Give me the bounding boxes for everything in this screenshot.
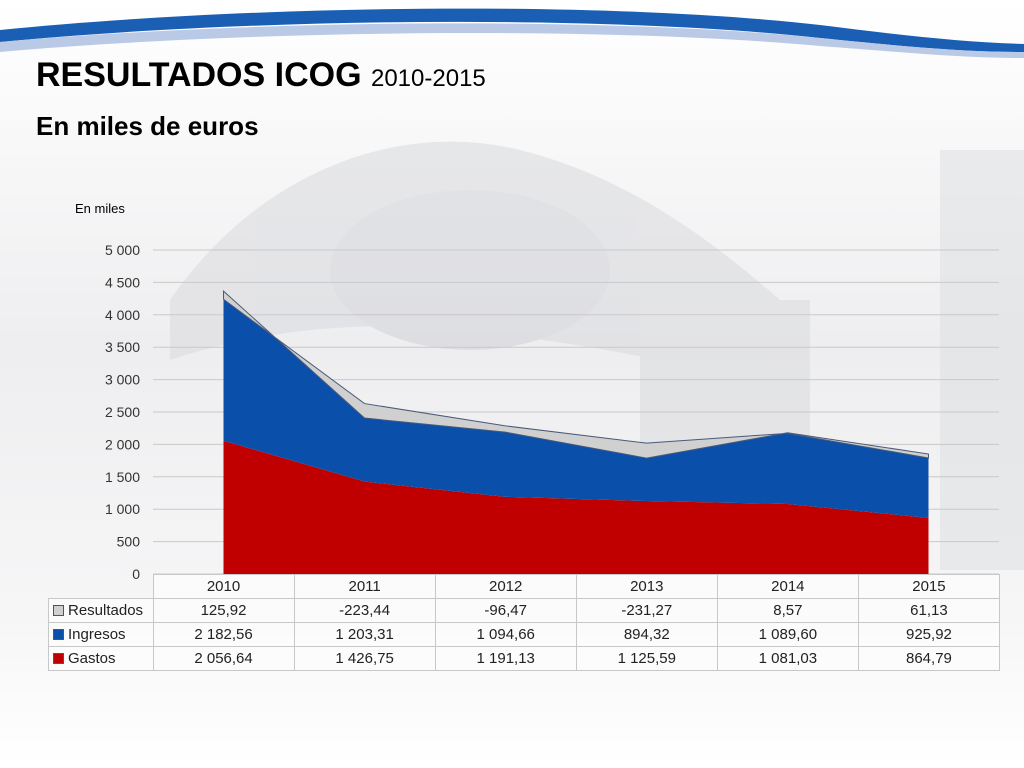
table-row-resultados: Resultados 125,92 -223,44 -96,47 -231,27… <box>48 598 1001 623</box>
table-cell: -223,44 <box>293 598 436 623</box>
table-cell: 1 426,75 <box>293 646 436 671</box>
y-tick-label: 2 500 <box>105 404 140 420</box>
legend-swatch <box>53 604 64 616</box>
table-header-row: 2010 2011 2012 2013 2014 2015 <box>49 574 1001 599</box>
table-cell: 1 089,60 <box>716 622 859 647</box>
table-cell: 925,92 <box>857 622 1001 647</box>
table-cell: 1 203,31 <box>293 622 436 647</box>
unit-label: En miles <box>75 201 125 216</box>
y-tick-label: 1 000 <box>105 501 140 517</box>
y-tick-label: 5 000 <box>105 242 140 258</box>
slide-title: RESULTADOS ICOG 2010-2015 <box>36 56 486 95</box>
area-gastos <box>223 440 929 574</box>
area-ingresos <box>223 299 929 518</box>
y-tick-label: 1 500 <box>105 469 140 485</box>
y-tick-label: 2 000 <box>105 436 140 452</box>
y-tick-label: 3 000 <box>105 372 140 388</box>
table-row-gastos: Gastos 2 056,64 1 426,75 1 191,13 1 125,… <box>48 646 1001 671</box>
table-cell: -96,47 <box>434 598 577 623</box>
legend-swatch <box>53 628 64 640</box>
table-row-ingresos: Ingresos 2 182,56 1 203,31 1 094,66 894,… <box>48 622 1001 647</box>
title-years: 2010-2015 <box>370 65 486 92</box>
table-year-header: 2013 <box>575 574 718 599</box>
legend-label: Resultados <box>68 602 144 619</box>
table-cell: 2 182,56 <box>152 622 295 647</box>
header-swoosh-light <box>0 23 1024 58</box>
table-year-header: 2011 <box>293 574 436 599</box>
legend-label: Ingresos <box>68 626 126 643</box>
table-year-header: 2012 <box>434 574 577 599</box>
data-table: 2010 2011 2012 2013 2014 2015 Resultados… <box>48 574 1001 671</box>
series-areas <box>223 290 929 574</box>
legend-ingresos: Ingresos <box>48 622 154 647</box>
table-cell: 8,57 <box>716 598 859 623</box>
table-cell: 864,79 <box>857 646 1001 671</box>
table-cell: 894,32 <box>575 622 718 647</box>
table-cell: 61,13 <box>857 598 1001 623</box>
table-year-header: 2014 <box>716 574 859 599</box>
table-year-header: 2015 <box>857 574 1001 599</box>
y-tick-label: 0 <box>132 566 140 582</box>
table-cell: 1 094,66 <box>434 622 577 647</box>
table-cell: 1 125,59 <box>575 646 718 671</box>
y-tick-label: 4 000 <box>105 307 140 323</box>
legend-label: Gastos <box>68 650 116 667</box>
table-cell: -231,27 <box>575 598 718 623</box>
legend-swatch <box>53 652 64 664</box>
y-axis-ticks: 0 500 1 000 1 500 2 000 2 500 3 000 3 500 4 000 4… <box>105 242 140 582</box>
y-tick-label: 4 500 <box>105 274 140 290</box>
legend-gastos: Gastos <box>48 646 154 671</box>
slide-subtitle: En miles de euros <box>36 111 259 141</box>
title-main: RESULTADOS ICOG <box>36 56 362 94</box>
header-swoosh-blue <box>0 8 1024 53</box>
table-corner <box>49 575 154 599</box>
table-cell: 1 191,13 <box>434 646 577 671</box>
y-tick-label: 500 <box>117 534 141 550</box>
handshake-photo <box>170 141 1024 570</box>
table-cell: 1 081,03 <box>716 646 859 671</box>
y-tick-label: 3 500 <box>105 339 140 355</box>
table-cell: 125,92 <box>152 598 295 623</box>
table-cell: 2 056,64 <box>152 646 295 671</box>
area-resultados <box>223 290 929 459</box>
table-year-header: 2010 <box>152 574 295 599</box>
legend-resultados: Resultados <box>48 598 154 623</box>
